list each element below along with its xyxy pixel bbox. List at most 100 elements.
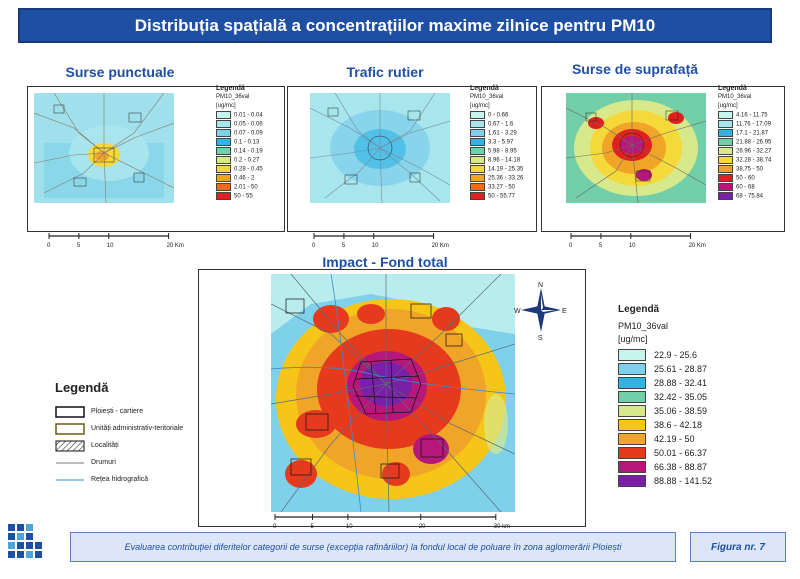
legend-class-label: 28.88 - 32.41 bbox=[654, 378, 708, 388]
legend-class: 32.42 - 35.05 bbox=[618, 390, 712, 404]
legend-class-label: 4.16 - 11.75 bbox=[736, 112, 768, 119]
scale-label: 20 bbox=[419, 524, 426, 530]
map-frame-total: 0 5 10 20 30 km N S W E bbox=[198, 269, 586, 530]
legend-class: 0.1 - 0.13 bbox=[216, 138, 263, 147]
legend-swatch bbox=[470, 129, 485, 137]
legend-swatch bbox=[216, 129, 231, 137]
legend-class: 0.14 - 0.19 bbox=[216, 147, 263, 156]
legend-classes: 0.01 - 0.04 0.05 - 0.06 0.07 - 0.09 0.1 - 0… bbox=[216, 111, 263, 201]
legend-class: 60 - 68 bbox=[718, 183, 771, 192]
map-suprafata-svg bbox=[566, 93, 706, 203]
legend-class-label: 25.36 - 33.26 bbox=[488, 175, 524, 182]
legend-swatch bbox=[618, 363, 646, 375]
scale-bar-trafic: 0 5 10 20 Km bbox=[310, 233, 456, 254]
legend-class: 25.36 - 33.26 bbox=[470, 174, 523, 183]
legend-title: Legendă bbox=[470, 85, 499, 92]
legend-classes: 22.9 - 25.6 25.61 - 28.87 28.88 - 32.41 32.… bbox=[618, 348, 712, 488]
legend-class: 50.01 - 66.37 bbox=[618, 446, 712, 460]
general-legend-item: Unități administrativ-teritoriale bbox=[55, 420, 195, 437]
legend-class: 66.38 - 88.87 bbox=[618, 460, 712, 474]
legend-class-label: 38.6 - 42.18 bbox=[654, 420, 703, 430]
logo-icon bbox=[8, 524, 42, 558]
legend-class: 0.67 - 1.6 bbox=[470, 120, 523, 129]
legend-class: 68 - 75.84 bbox=[718, 192, 771, 201]
legend-swatch bbox=[618, 349, 646, 361]
legend-class-label: 0.14 - 0.19 bbox=[234, 148, 263, 155]
map-punctuale[interactable] bbox=[34, 93, 174, 203]
line-blue-icon bbox=[56, 479, 84, 480]
legend-class: 33.27 - 50 bbox=[470, 183, 523, 192]
legend-class-label: 32.28 - 38.74 bbox=[736, 157, 772, 164]
legend-class-label: 0.1 - 0.13 bbox=[234, 139, 260, 146]
legend-swatch bbox=[718, 129, 733, 137]
general-legend-item: Rețea hidrografică bbox=[55, 471, 195, 488]
map-suprafata[interactable] bbox=[566, 93, 706, 203]
scale-bar-svg: 0 5 10 20 Km bbox=[312, 233, 449, 249]
legend-swatch bbox=[470, 192, 485, 200]
map-total-svg bbox=[271, 274, 515, 512]
legend-swatch bbox=[470, 156, 485, 164]
legend-class-label: 3.3 - 5.97 bbox=[488, 139, 514, 146]
legend-class-label: 8.96 - 14.18 bbox=[488, 157, 521, 164]
general-legend-item: Drumuri bbox=[55, 454, 195, 471]
legend-unit: [ug/mc] bbox=[216, 103, 236, 109]
legend-swatch bbox=[470, 174, 485, 182]
legend-class-label: 0.05 - 0.06 bbox=[234, 121, 263, 128]
legend-class: 11.76 - 17.09 bbox=[718, 120, 771, 129]
general-legend-item: Localități bbox=[55, 437, 195, 454]
map-trafic[interactable] bbox=[310, 93, 450, 203]
map-frame-punctuale: Legendă PM10_36val [ug/mc] 0.01 - 0.04 0.… bbox=[27, 85, 285, 232]
legend-suprafata: Legendă PM10_36val [ug/mc] 4.16 - 11.75 1… bbox=[718, 84, 771, 201]
legend-class: 0 - 0.66 bbox=[470, 111, 523, 120]
legend-class: 8.96 - 14.18 bbox=[470, 156, 523, 165]
scale-label: 10 bbox=[629, 243, 636, 249]
compass-e: E bbox=[562, 308, 567, 315]
legend-classes: 4.16 - 11.75 11.76 - 17.09 17.1 - 21.87 21.… bbox=[718, 111, 771, 201]
panel-title-trafic: Trafic rutier bbox=[346, 64, 424, 80]
panel-title-punctuale: Surse punctuale bbox=[65, 64, 175, 80]
legend-class: 38.6 - 42.18 bbox=[618, 418, 712, 432]
logo bbox=[6, 522, 52, 568]
legend-class-label: 17.1 - 21.87 bbox=[736, 130, 769, 137]
line-gray-icon bbox=[56, 462, 84, 463]
legend-class-label: 68 - 75.84 bbox=[736, 193, 764, 200]
legend-swatch bbox=[216, 156, 231, 164]
scale-label: 20 Km bbox=[432, 243, 449, 249]
legend-class-label: 5.98 - 8.95 bbox=[488, 148, 517, 155]
map-total[interactable] bbox=[271, 274, 515, 512]
legend-class-label: 42.19 - 50 bbox=[654, 434, 695, 444]
legend-swatch bbox=[618, 405, 646, 417]
legend-class-label: 60 - 68 bbox=[736, 184, 755, 191]
legend-swatch bbox=[718, 120, 733, 128]
legend-class-label: 2.01 - 50 bbox=[234, 184, 258, 191]
scale-label: 0 bbox=[312, 243, 316, 249]
legend-class-label: 50 - 55 bbox=[234, 193, 253, 200]
general-legend: Legendă Ploiești - cartiere Unități admi… bbox=[55, 380, 195, 488]
legend-class: 0.2 - 0.27 bbox=[216, 156, 263, 165]
box-yellow-icon bbox=[55, 422, 85, 435]
scale-label: 5 bbox=[311, 524, 315, 530]
legend-total: Legendă PM10_36val [ug/mc] 22.9 - 25.6 25… bbox=[618, 304, 712, 488]
legend-class-label: 0.67 - 1.6 bbox=[488, 121, 514, 128]
legend-swatch bbox=[470, 183, 485, 191]
legend-class: 88.88 - 141.52 bbox=[618, 474, 712, 488]
scale-label: 5 bbox=[599, 243, 603, 249]
legend-class-label: 35.06 - 38.59 bbox=[654, 406, 708, 416]
legend-swatch bbox=[618, 377, 646, 389]
legend-swatch bbox=[470, 120, 485, 128]
legend-swatch bbox=[718, 138, 733, 146]
legend-class: 14.19 - 25.35 bbox=[470, 165, 523, 174]
legend-swatch bbox=[216, 111, 231, 119]
legend-class: 22.9 - 25.6 bbox=[618, 348, 712, 362]
legend-swatch bbox=[618, 433, 646, 445]
legend-swatch bbox=[216, 174, 231, 182]
legend-class-label: 1.61 - 3.29 bbox=[488, 130, 517, 137]
legend-class-label: 25.61 - 28.87 bbox=[654, 364, 708, 374]
legend-swatch bbox=[216, 192, 231, 200]
legend-swatch bbox=[718, 111, 733, 119]
legend-class: 50 - 60 bbox=[718, 174, 771, 183]
legend-unit: [ug/mc] bbox=[618, 334, 648, 344]
compass-s: S bbox=[538, 335, 543, 340]
general-legend-title: Legendă bbox=[55, 380, 109, 395]
legend-swatch bbox=[618, 475, 646, 487]
